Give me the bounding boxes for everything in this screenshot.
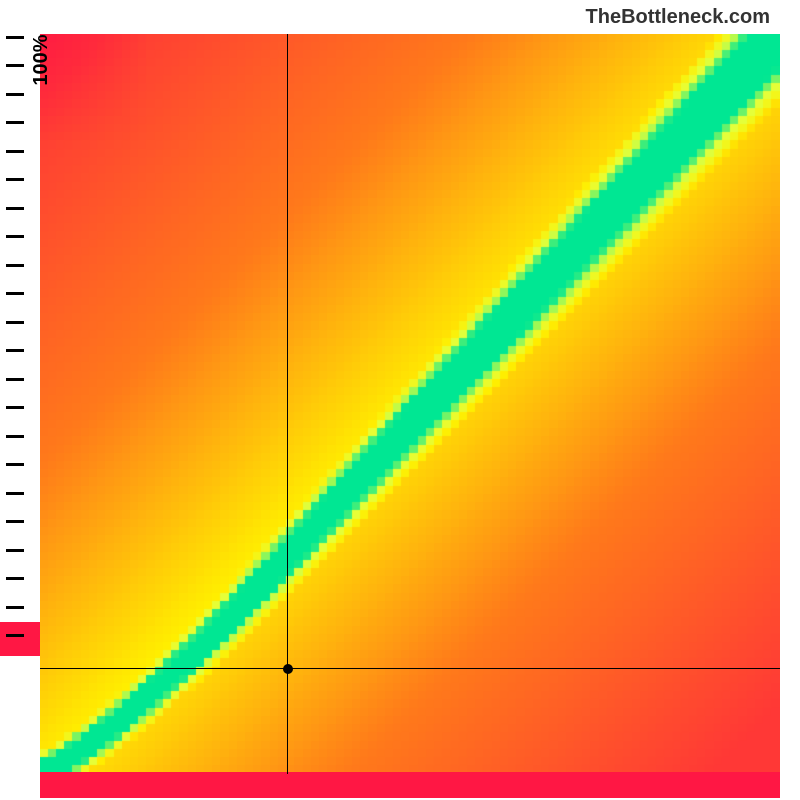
y-tick xyxy=(6,36,24,39)
y-tick xyxy=(6,492,24,495)
y-tick xyxy=(6,577,24,580)
y-tick xyxy=(6,634,24,637)
y-tick xyxy=(6,321,24,324)
y-axis-label: 100% xyxy=(30,34,53,85)
y-tick xyxy=(6,406,24,409)
selection-marker xyxy=(283,664,293,674)
y-tick xyxy=(6,235,24,238)
y-tick xyxy=(6,292,24,295)
y-tick xyxy=(6,463,24,466)
y-tick xyxy=(6,64,24,67)
y-tick xyxy=(6,121,24,124)
y-tick xyxy=(6,378,24,381)
left-red-strip xyxy=(0,622,40,655)
y-tick xyxy=(6,178,24,181)
y-tick xyxy=(6,150,24,153)
y-tick xyxy=(6,93,24,96)
y-tick xyxy=(6,207,24,210)
y-tick xyxy=(6,264,24,267)
y-tick xyxy=(6,520,24,523)
crosshair-horizontal xyxy=(40,668,780,669)
attribution-text: TheBottleneck.com xyxy=(586,6,770,29)
bottleneck-heatmap xyxy=(40,34,780,774)
y-tick xyxy=(6,549,24,552)
y-tick xyxy=(6,435,24,438)
y-tick xyxy=(6,349,24,352)
bottom-red-strip xyxy=(40,772,780,798)
y-tick xyxy=(6,606,24,609)
